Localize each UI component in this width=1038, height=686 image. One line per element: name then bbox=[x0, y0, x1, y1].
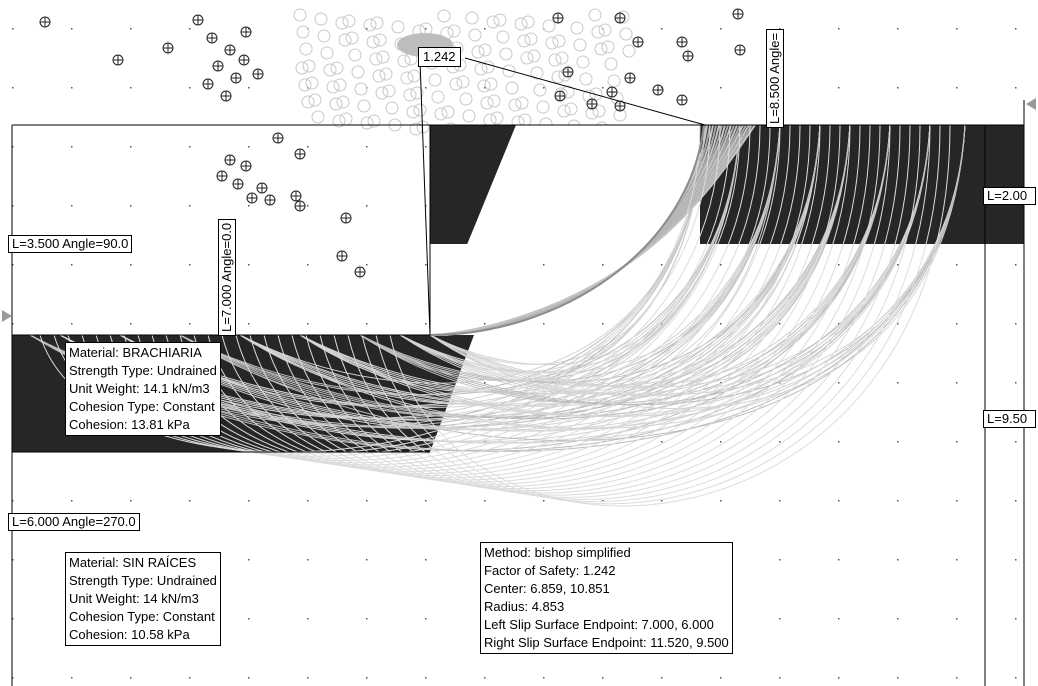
cohesion: Cohesion: 10.58 kPa bbox=[69, 627, 190, 642]
boundary-label-left-lower[interactable]: L=6.000 Angle=270.0 bbox=[8, 513, 140, 531]
slope-face bbox=[430, 125, 700, 335]
cohesion-type: Cohesion Type: Constant bbox=[69, 399, 215, 414]
boundary-label-top-vertical[interactable]: L=8.500 Angle= bbox=[766, 28, 784, 128]
grid-centers bbox=[39, 8, 746, 278]
unit-weight: Unit Weight: 14.1 kN/m3 bbox=[69, 381, 210, 396]
boundary-label-left-upper[interactable]: L=3.500 Angle=90.0 bbox=[8, 235, 133, 253]
strength-type: Strength Type: Undrained bbox=[69, 363, 217, 378]
material-name: Material: BRACHIARIA bbox=[69, 345, 202, 360]
slip-center-cloud bbox=[293, 8, 636, 136]
critical-fos-label[interactable]: 1.242 bbox=[418, 47, 461, 67]
boundary-label-right-upper[interactable]: L=2.00 bbox=[983, 187, 1037, 205]
cohesion-type: Cohesion Type: Constant bbox=[69, 609, 215, 624]
material-info-sin-raices[interactable]: Material: SIN RAÍCES Strength Type: Undr… bbox=[65, 552, 221, 646]
right-endpoint: Right Slip Surface Endpoint: 11.520, 9.5… bbox=[484, 635, 729, 650]
slip-surfaces bbox=[29, 124, 966, 452]
critical-slip-surface bbox=[429, 124, 705, 336]
critical-center-leader bbox=[464, 57, 706, 126]
material-name: Material: SIN RAÍCES bbox=[69, 555, 197, 570]
method-info-box[interactable]: Method: bishop simplified Factor of Safe… bbox=[480, 542, 733, 654]
left-endpoint: Left Slip Surface Endpoint: 7.000, 6.000 bbox=[484, 617, 714, 632]
method-name: Method: bishop simplified bbox=[484, 545, 631, 560]
slip-center: Center: 6.859, 10.851 bbox=[484, 581, 610, 596]
boundary-label-right-lower[interactable]: L=9.50 bbox=[983, 410, 1037, 428]
right-edge-marker-icon bbox=[1026, 98, 1036, 110]
factor-of-safety: Factor of Safety: 1.242 bbox=[484, 563, 616, 578]
critical-center-drop bbox=[419, 59, 431, 336]
left-edge-marker-icon bbox=[2, 310, 12, 322]
boundary-label-inner-vertical[interactable]: L=7.000 Angle=0.0 bbox=[218, 218, 236, 336]
slip-radius: Radius: 4.853 bbox=[484, 599, 565, 614]
unit-weight: Unit Weight: 14 kN/m3 bbox=[69, 591, 199, 606]
material-info-brachiaria[interactable]: Material: BRACHIARIA Strength Type: Undr… bbox=[65, 342, 221, 436]
cohesion: Cohesion: 13.81 kPa bbox=[69, 417, 190, 432]
strength-type: Strength Type: Undrained bbox=[69, 573, 217, 588]
